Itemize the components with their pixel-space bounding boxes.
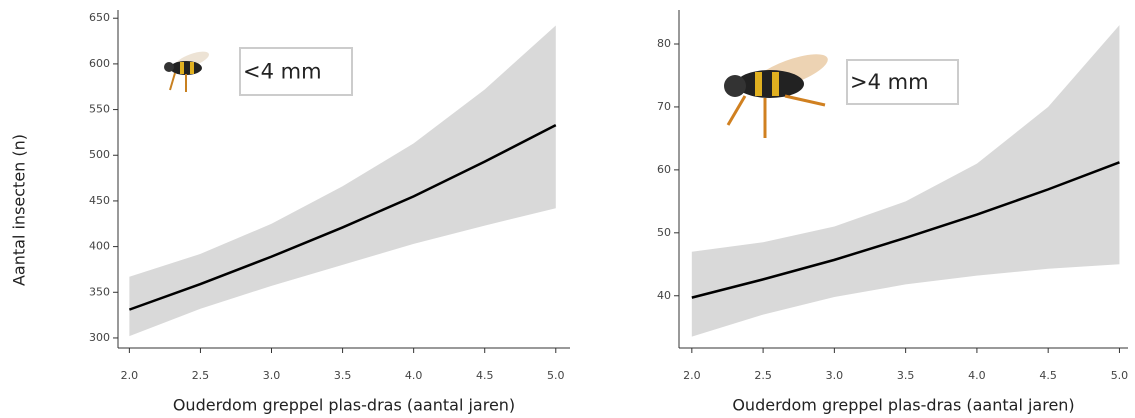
y-tick-label: 650 <box>89 11 110 24</box>
x-tick-label: 3.0 <box>826 369 844 382</box>
y-tick-label: 300 <box>89 331 110 344</box>
annotation: >4 mm <box>850 70 929 94</box>
trend-line <box>691 161 1120 299</box>
y-tick-label: 70 <box>657 100 671 113</box>
y-tick-label: 50 <box>657 226 671 239</box>
x-tick-label: 2.5 <box>754 369 772 382</box>
y-tick-label: 40 <box>657 289 671 302</box>
confidence-band <box>691 25 1120 337</box>
y-tick-label: 60 <box>657 163 671 176</box>
y-tick-label: 550 <box>89 103 110 116</box>
x-tick-label: 5.0 <box>547 369 565 382</box>
x-tick-label: 2.5 <box>192 369 210 382</box>
y-tick-label: 80 <box>657 37 671 50</box>
x-tick-label: 4.0 <box>968 369 986 382</box>
confidence-band <box>129 25 556 337</box>
y-tick-label: 450 <box>89 194 110 207</box>
x-tick-label: 4.0 <box>405 369 423 382</box>
x-tick-label: 3.5 <box>897 369 915 382</box>
x-tick-label: 3.5 <box>334 369 352 382</box>
trend-line <box>128 123 557 311</box>
x-axis-label: Ouderdom greppel plas-dras (aantal jaren… <box>173 396 515 415</box>
x-tick-label: 3.0 <box>263 369 281 382</box>
annotation-box <box>846 59 959 105</box>
x-tick-label: 4.5 <box>1039 369 1057 382</box>
y-tick-label: 600 <box>89 57 110 70</box>
annotation: <4 mm <box>243 60 322 84</box>
y-tick-label: 500 <box>89 148 110 161</box>
x-tick-label: 4.5 <box>476 369 494 382</box>
y-tick-label: 400 <box>89 240 110 253</box>
x-tick-label: 2.0 <box>121 369 139 382</box>
wasp-small <box>164 51 210 92</box>
x-axis-label: Ouderdom greppel plas-dras (aantal jaren… <box>732 396 1074 415</box>
wasp-large <box>724 54 828 138</box>
x-tick-label: 2.0 <box>683 369 701 382</box>
x-tick-label: 5.0 <box>1111 369 1129 382</box>
annotation-box <box>239 47 353 96</box>
y-axis-label: Aantal insecten (n) <box>10 134 29 286</box>
y-tick-label: 350 <box>89 285 110 298</box>
